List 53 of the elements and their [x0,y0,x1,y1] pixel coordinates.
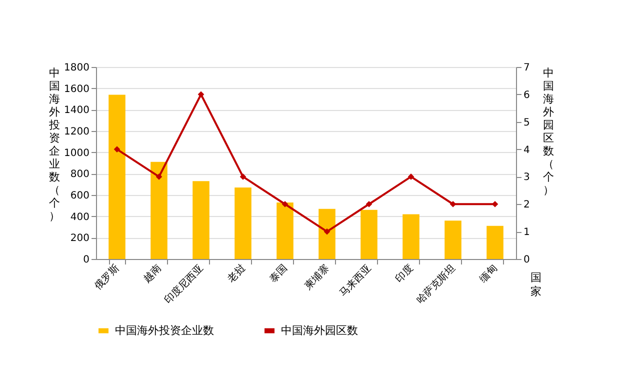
point [324,228,330,235]
legend-label: 中国海外投资企业数 [115,324,214,337]
y-tick-label: 1200 [64,126,90,138]
bar [276,202,294,259]
point [450,200,456,208]
y2-tick-label: 7 [524,62,530,74]
bar [486,226,504,259]
x-tick-label: 老挝 [225,262,248,285]
x-tick-label: 哈萨克斯坦 [414,262,458,306]
bar [150,162,168,259]
x-axis-title: 国家 [530,271,542,298]
y-tick-label: 600 [70,190,90,202]
x-tick-label: 印度 [393,262,416,285]
bar [192,181,210,259]
text: 中国海外园区数（个） [543,66,554,196]
x-tick-label: 柬埔寨 [302,262,332,292]
y2-tick-label: 3 [524,172,530,184]
y-tick-label: 400 [70,212,90,223]
y-tick-label: 200 [70,233,90,244]
y2-tick-label: 0 [524,254,530,266]
bar [108,94,126,259]
x-tick-label: 泰国 [268,262,290,285]
y-tick-label: 800 [70,169,90,180]
x-tick-label: 缅甸 [477,262,500,285]
y2-tick-label: 5 [524,117,530,128]
x-tick-label: 俄罗斯 [92,262,122,292]
y-tick-label: 1600 [64,84,90,95]
y2-tick-label: 6 [524,90,530,101]
point [366,200,372,208]
bar [318,208,336,259]
y-tick-label: 0 [83,254,90,266]
point [114,146,120,152]
legend-label: 中国海外园区数 [281,324,358,337]
y-tick-label: 1400 [64,105,90,116]
point [492,200,498,208]
x-tick-label: 马来西亚 [336,262,374,300]
y2-tick-label: 1 [524,227,530,238]
y2-tick-label: 2 [524,200,530,211]
bar [402,214,420,259]
bar [444,220,462,259]
y2-tick-label: 4 [524,144,530,156]
text: 中国海外投资企业数（个） [49,66,60,222]
point [282,200,288,208]
point [198,91,204,98]
y-tick-label: 1800 [64,62,90,74]
point [156,174,162,180]
y-tick-label: 1000 [64,148,90,159]
x-tick-label: 印度尼西亚 [162,262,206,306]
point [408,174,414,180]
point [240,174,246,180]
bar [234,188,252,259]
bar [360,210,378,259]
x-tick-label: 越南 [141,262,164,285]
